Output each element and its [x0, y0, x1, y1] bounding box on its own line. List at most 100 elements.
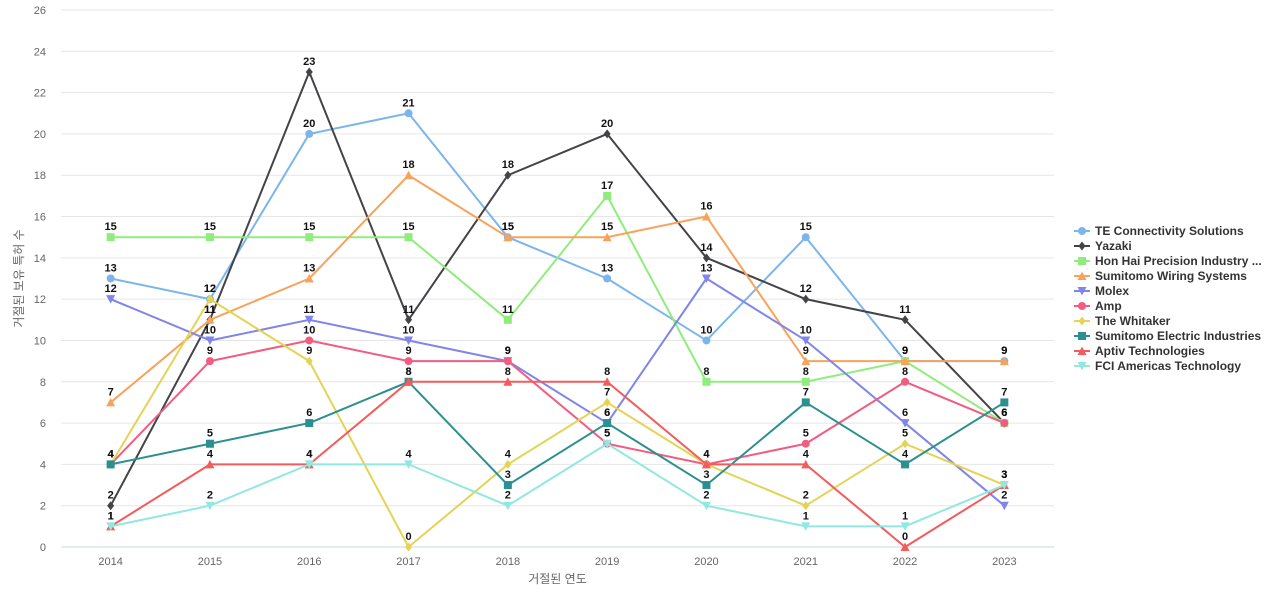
data-label: 2	[1001, 490, 1007, 502]
data-label: 9	[306, 345, 312, 357]
data-label: 12	[204, 283, 216, 295]
data-point	[702, 481, 711, 490]
legend-item: Sumitomo Wiring Systems	[1074, 269, 1247, 283]
data-point	[801, 377, 810, 386]
series-line	[110, 380, 1005, 548]
data-point	[602, 377, 612, 386]
data-point	[404, 109, 413, 118]
legend-marker	[1077, 346, 1087, 355]
data-label: 0	[902, 531, 908, 543]
data-point	[802, 501, 810, 511]
legend-item: FCI Americas Technology	[1074, 359, 1241, 373]
data-label: 9	[505, 345, 511, 357]
data-label: 20	[601, 118, 613, 130]
data-point	[305, 233, 314, 242]
data-point	[801, 336, 811, 345]
data-label: 11	[204, 304, 216, 316]
data-label: 12	[204, 283, 216, 295]
data-label: 15	[800, 221, 812, 233]
data-label: 8	[405, 366, 411, 378]
data-label: 6	[1001, 407, 1007, 419]
x-axis: 2014 2015 2016 2017 2018 2019 2020 2021 2022 2023	[98, 556, 1016, 568]
y-tick-label: 14	[34, 253, 46, 265]
data-label: 6	[902, 407, 908, 419]
data-point	[404, 460, 414, 469]
data-label: 17	[601, 180, 613, 192]
x-tick-label: 2021	[794, 556, 818, 568]
legend-marker	[1078, 227, 1086, 235]
data-point	[106, 233, 115, 242]
data-label: 8	[604, 366, 610, 378]
data-label: 7	[803, 386, 809, 398]
data-label: 6	[306, 407, 312, 419]
data-point	[900, 522, 910, 531]
data-point	[304, 315, 314, 325]
data-label: 4	[306, 448, 313, 460]
legend-item: TE Connectivity Solutions	[1074, 224, 1244, 238]
legend-marker	[1077, 362, 1087, 371]
data-label: 4	[803, 448, 810, 460]
data-label: 4	[108, 448, 115, 460]
series-line	[109, 298, 1005, 548]
data-label: 8	[405, 366, 411, 378]
data-point	[801, 233, 810, 242]
data-point	[503, 481, 512, 490]
data-point	[503, 501, 513, 511]
data-point	[503, 357, 512, 366]
data-label: 10	[204, 324, 216, 336]
data-label: 9	[405, 345, 411, 357]
data-point	[801, 439, 810, 448]
legend-label: Yazaki	[1095, 239, 1132, 253]
y-tick-label: 20	[34, 129, 46, 141]
legend-item: Molex	[1074, 284, 1129, 298]
data-point	[404, 377, 414, 386]
y-tick-label: 26	[34, 5, 46, 17]
data-point	[901, 460, 910, 469]
data-point	[702, 377, 711, 386]
data-point	[901, 315, 909, 325]
x-axis-title: 거절된 연도	[528, 572, 587, 586]
data-label: 9	[902, 345, 908, 357]
x-tick-label: 2022	[893, 556, 917, 568]
data-point	[702, 336, 711, 345]
y-tick-label: 0	[40, 542, 46, 554]
y-tick-label: 18	[34, 170, 46, 182]
data-point	[404, 170, 414, 180]
data-label: 9	[803, 345, 809, 357]
data-point	[205, 357, 214, 366]
y-tick-label: 16	[34, 212, 46, 224]
data-label: 3	[505, 469, 511, 481]
data-point	[801, 459, 811, 469]
data-point	[405, 315, 413, 325]
y-tick-label: 8	[40, 377, 46, 389]
data-point	[603, 419, 612, 428]
y-tick-label: 22	[34, 88, 46, 100]
data-point	[304, 274, 314, 283]
x-tick-label: 2018	[496, 556, 520, 568]
data-label: 15	[502, 221, 514, 233]
data-label: 8	[703, 366, 709, 378]
data-point	[106, 274, 115, 283]
legend-label: Hon Hai Precision Industry ...	[1095, 254, 1262, 268]
legend-item: Amp	[1074, 299, 1122, 313]
data-label: 7	[604, 386, 610, 398]
legend-label: Sumitomo Electric Industries	[1095, 329, 1261, 343]
data-point	[801, 522, 811, 531]
data-label: 20	[303, 118, 315, 130]
data-label: 3	[703, 469, 709, 481]
x-tick-label: 2016	[297, 556, 321, 568]
data-point	[106, 295, 116, 304]
data-label: 5	[803, 428, 809, 440]
data-point	[504, 170, 512, 180]
data-label: 7	[108, 386, 114, 398]
data-point	[801, 356, 811, 366]
data-point	[205, 439, 214, 448]
data-label: 15	[402, 221, 414, 233]
legend-label: The Whitaker	[1095, 314, 1171, 328]
data-point	[106, 397, 116, 407]
x-tick-label: 2015	[198, 556, 222, 568]
data-point	[701, 274, 711, 283]
data-label: 6	[1001, 407, 1007, 419]
data-point	[603, 191, 612, 200]
legend-item: Sumitomo Electric Industries	[1074, 329, 1261, 343]
